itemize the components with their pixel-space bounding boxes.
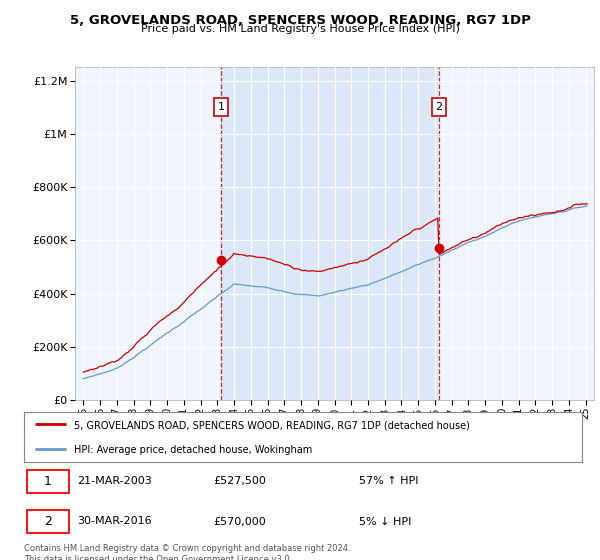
Text: Price paid vs. HM Land Registry's House Price Index (HPI): Price paid vs. HM Land Registry's House …	[140, 24, 460, 34]
Text: 30-MAR-2016: 30-MAR-2016	[77, 516, 152, 526]
FancyBboxPatch shape	[27, 510, 68, 533]
Bar	[221, 67, 439, 400]
Text: HPI: Average price, detached house, Wokingham: HPI: Average price, detached house, Woki…	[74, 445, 313, 455]
Text: 21-MAR-2003: 21-MAR-2003	[77, 477, 152, 487]
Text: 5% ↓ HPI: 5% ↓ HPI	[359, 516, 411, 526]
Text: 1: 1	[44, 475, 52, 488]
Text: £570,000: £570,000	[214, 516, 266, 526]
Text: 2: 2	[44, 515, 52, 528]
Text: £527,500: £527,500	[214, 477, 266, 487]
Text: 5, GROVELANDS ROAD, SPENCERS WOOD, READING, RG7 1DP: 5, GROVELANDS ROAD, SPENCERS WOOD, READI…	[70, 14, 530, 27]
Text: 57% ↑ HPI: 57% ↑ HPI	[359, 477, 418, 487]
Text: 1: 1	[217, 102, 224, 112]
Text: 5, GROVELANDS ROAD, SPENCERS WOOD, READING, RG7 1DP (detached house): 5, GROVELANDS ROAD, SPENCERS WOOD, READI…	[74, 420, 470, 430]
FancyBboxPatch shape	[27, 470, 68, 493]
Text: Contains HM Land Registry data © Crown copyright and database right 2024.
This d: Contains HM Land Registry data © Crown c…	[24, 544, 350, 560]
Text: 2: 2	[436, 102, 443, 112]
